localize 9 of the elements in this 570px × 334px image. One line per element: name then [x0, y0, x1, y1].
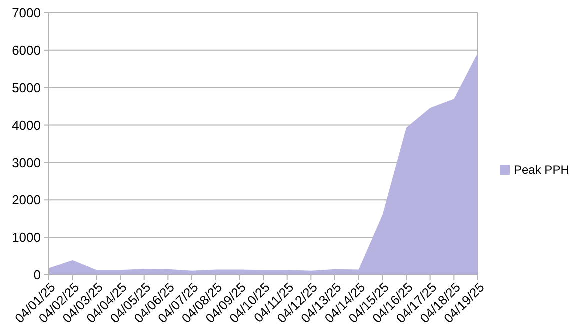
y-tick-label: 4000: [12, 118, 41, 133]
y-tick-label: 7000: [12, 6, 41, 21]
y-tick-label: 5000: [12, 80, 41, 96]
y-tick-label: 2000: [12, 192, 41, 208]
y-tick-label: 1000: [12, 230, 41, 246]
y-tick-label: 6000: [12, 42, 41, 58]
y-tick-label: 3000: [12, 155, 41, 170]
legend-label: Peak PPH: [514, 163, 570, 178]
y-tick-label: 0: [34, 268, 41, 283]
